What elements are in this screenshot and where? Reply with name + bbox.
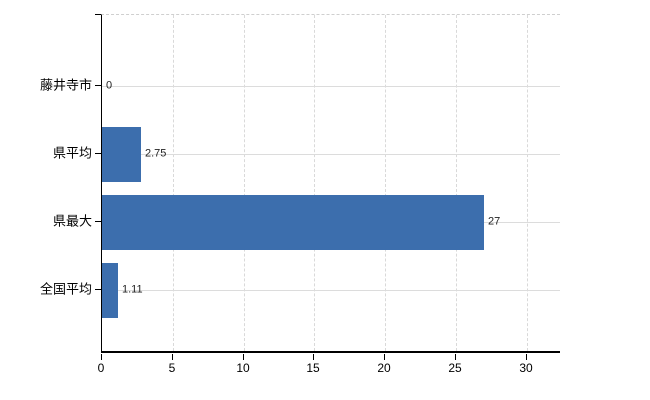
horizontal-gridline (102, 86, 560, 87)
x-axis-tick-label: 15 (306, 361, 320, 375)
vertical-gridline (385, 15, 386, 351)
vertical-gridline (173, 15, 174, 351)
y-axis-tick (95, 85, 101, 86)
bar-value-label: 2.75 (145, 147, 167, 160)
x-axis-tick (384, 354, 385, 360)
bar-3 (102, 263, 118, 318)
y-axis-top-tick (95, 14, 101, 15)
x-axis-tick-label: 30 (519, 361, 533, 375)
bar-value-label: 1.11 (122, 283, 143, 296)
horizontal-gridline (102, 290, 560, 291)
x-axis-tick-label: 20 (377, 361, 391, 375)
y-axis-tick (95, 289, 101, 290)
bar-value-label: 0 (106, 79, 113, 92)
x-axis-tick-label: 5 (168, 361, 176, 375)
y-axis-tick (95, 221, 101, 222)
category-label: 全国平均 (39, 281, 92, 297)
category-label: 県最大 (52, 213, 92, 229)
vertical-gridline (244, 15, 245, 351)
category-label: 藤井寺市 (39, 77, 92, 93)
x-axis-tick (455, 354, 456, 360)
x-axis-tick-label: 0 (97, 361, 105, 375)
x-axis-tick-label: 10 (236, 361, 250, 375)
vertical-gridline (456, 15, 457, 351)
y-axis-tick (95, 153, 101, 154)
x-axis-tick (243, 354, 244, 360)
vertical-gridline (527, 15, 528, 351)
x-axis-tick (526, 354, 527, 360)
x-axis-tick-label: 25 (448, 361, 462, 375)
x-axis-tick (101, 354, 102, 360)
x-axis-tick (313, 354, 314, 360)
plot-area: 0 2.75 27 1.11 (101, 14, 560, 353)
bar-2 (102, 195, 484, 250)
category-label: 県平均 (52, 145, 92, 161)
horizontal-gridline (102, 154, 560, 155)
bar-1 (102, 127, 141, 182)
vertical-gridline (314, 15, 315, 351)
x-axis-tick (172, 354, 173, 360)
bar-value-label: 27 (488, 215, 501, 228)
